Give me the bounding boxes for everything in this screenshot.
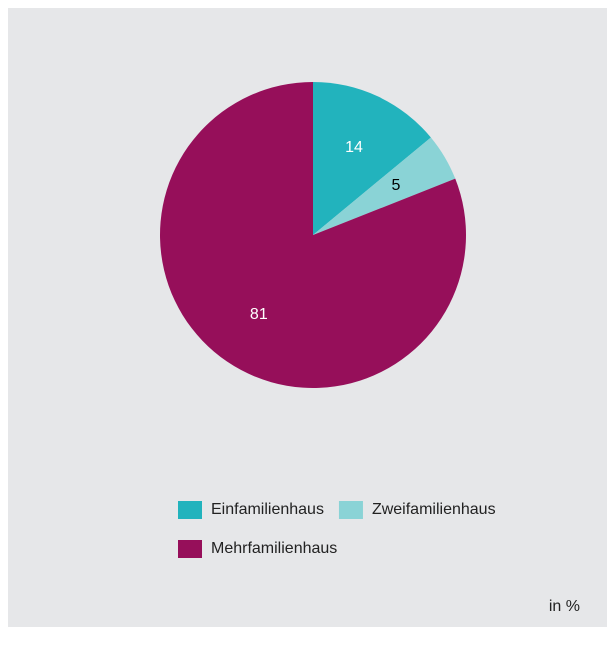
slice-label: 81: [250, 306, 268, 323]
unit-note: in %: [549, 598, 580, 615]
legend-label: Mehrfamilienhaus: [211, 540, 337, 557]
pie-slice: [160, 82, 467, 389]
slice-label: 5: [392, 177, 401, 194]
legend-swatch: [178, 501, 202, 519]
pie-slice: [313, 137, 456, 235]
slice-label: 14: [345, 139, 363, 156]
pie-slice: [313, 82, 431, 235]
legend-swatch: [178, 540, 202, 558]
legend-swatch: [338, 501, 363, 519]
legend-label: Zweifamilienhaus: [372, 501, 496, 518]
legend-label: Einfamilienhaus: [211, 501, 324, 518]
